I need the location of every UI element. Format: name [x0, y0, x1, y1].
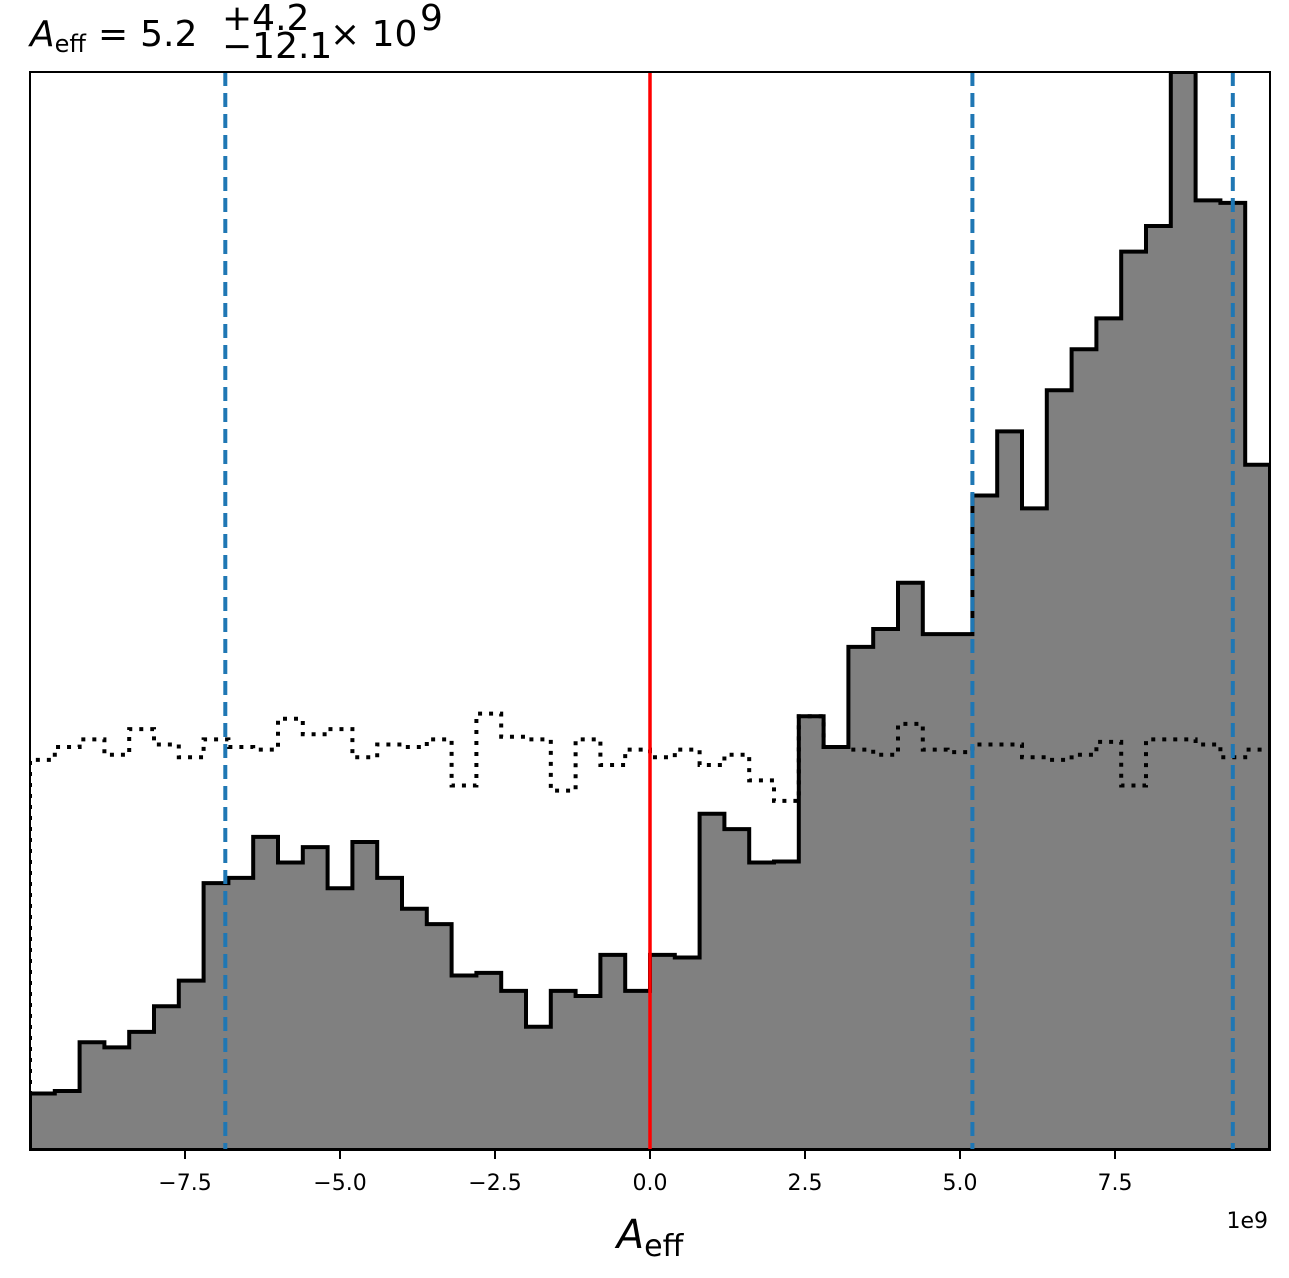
x-tick-label-4: 2.5	[788, 1171, 823, 1196]
title-equals: =	[98, 14, 128, 55]
x-axis-label: Aeff	[614, 1212, 685, 1264]
x-tick-label-6: 7.5	[1098, 1171, 1133, 1196]
title-subscript: eff	[55, 30, 87, 58]
title-upper: +4.2	[222, 0, 309, 39]
title-multiplier: × 10	[330, 14, 417, 55]
plot-area	[30, 72, 1270, 1150]
x-tick-label-0: −7.5	[158, 1171, 211, 1196]
chart-title: Aeff = 5.2	[28, 14, 197, 58]
title-lower: −12.1	[222, 26, 332, 67]
xlabel-symbol: A	[614, 1212, 644, 1258]
reference-lines	[223, 72, 1235, 1150]
x-tick-label-3: 0.0	[633, 1171, 668, 1196]
title-exponent: 9	[420, 0, 443, 39]
x-axis-ticks: −7.5 −5.0 −2.5 0.0 2.5 5.0 7.5	[158, 1150, 1133, 1196]
x-offset-label: 1e9	[1226, 1209, 1268, 1234]
posterior-histogram-fill	[30, 72, 1270, 1150]
xlabel-subscript: eff	[644, 1229, 684, 1264]
title-median: 5.2	[140, 14, 197, 55]
x-tick-label-2: −2.5	[468, 1171, 521, 1196]
x-tick-label-1: −5.0	[313, 1171, 366, 1196]
title-symbol: A	[28, 14, 55, 55]
x-tick-label-5: 5.0	[943, 1171, 978, 1196]
